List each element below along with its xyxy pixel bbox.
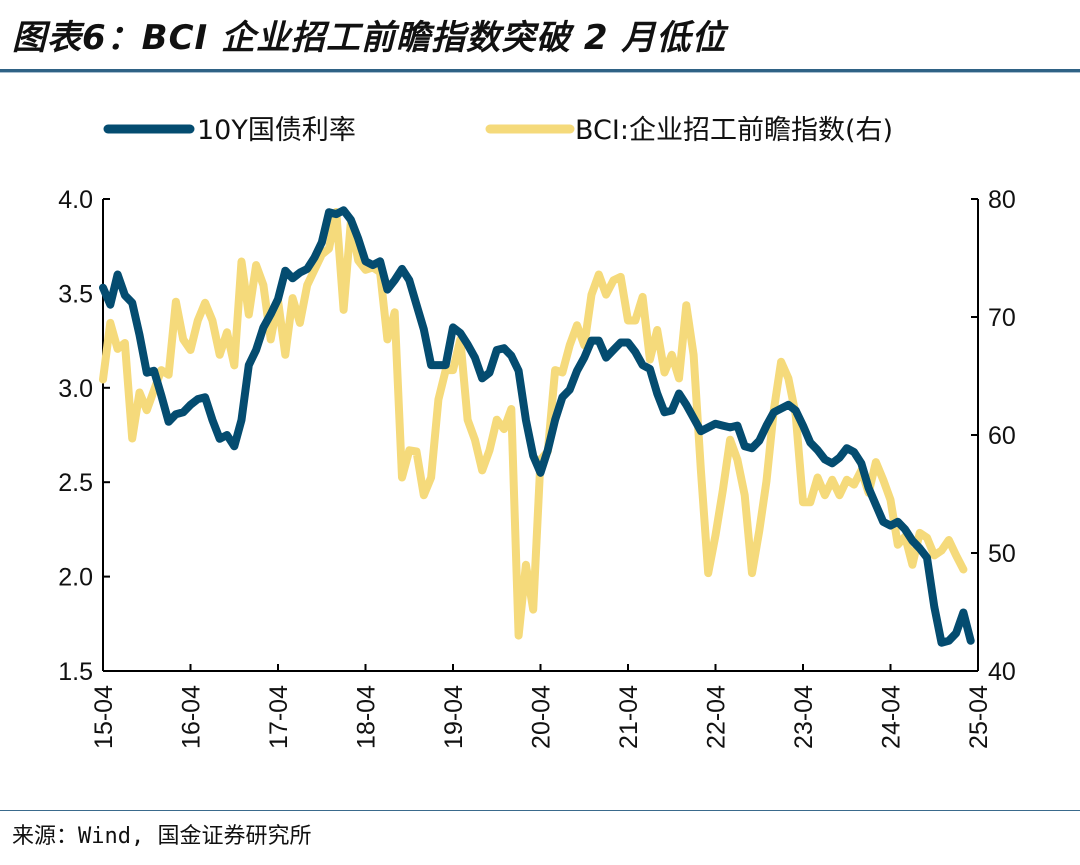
legend: 10Y国债利率 BCI:企业招工前瞻指数(右) [103, 115, 893, 146]
left-tick-label: 1.5 [58, 658, 93, 686]
right-tick-label: 80 [988, 186, 1016, 214]
left-tick-label: 2.5 [58, 469, 93, 497]
axes: 1.5 2.0 2.5 3.0 3.5 4.0 40 50 60 70 80 15-04 16-04 17… [58, 186, 1016, 749]
right-tick-label: 50 [988, 540, 1016, 568]
right-tick-label: 60 [988, 422, 1016, 450]
x-tick-label: 19-04 [440, 685, 468, 749]
right-tick-label: 40 [988, 658, 1016, 686]
x-tick-label: 25-04 [965, 685, 993, 749]
left-tick-label: 3.5 [58, 280, 93, 308]
footer-divider [0, 810, 1080, 811]
dual-axis-line-chart: 10Y国债利率 BCI:企业招工前瞻指数(右) 1.5 2.0 2.5 3.0 3.5 4… [58, 115, 1016, 749]
legend-label-bond-yield: 10Y国债利率 [197, 115, 356, 146]
x-tick-label: 24-04 [878, 685, 906, 749]
x-tick-label: 15-04 [90, 685, 118, 749]
x-tick-label: 20-04 [528, 685, 556, 749]
left-tick-label: 4.0 [58, 186, 93, 214]
x-tick-label: 23-04 [790, 685, 818, 749]
left-tick-label: 2.0 [58, 564, 93, 592]
x-tick-label: 16-04 [178, 685, 206, 749]
bond-yield-series-line [99, 206, 975, 647]
x-tick-label: 17-04 [265, 685, 293, 749]
bci-series-line [99, 208, 968, 640]
source-note: 来源：Wind, 国金证券研究所 [12, 824, 312, 849]
series-layer [99, 206, 975, 647]
title-divider [0, 69, 1080, 73]
x-tick-label: 21-04 [615, 685, 643, 749]
x-tick-label: 22-04 [703, 685, 731, 749]
left-tick-label: 3.0 [58, 375, 93, 403]
chart-title: 图表6：BCI 企业招工前瞻指数突破 2 月低位 [12, 18, 727, 58]
legend-label-bci: BCI:企业招工前瞻指数(右) [575, 115, 893, 146]
x-tick-label: 18-04 [353, 685, 381, 749]
right-tick-label: 70 [988, 304, 1016, 332]
